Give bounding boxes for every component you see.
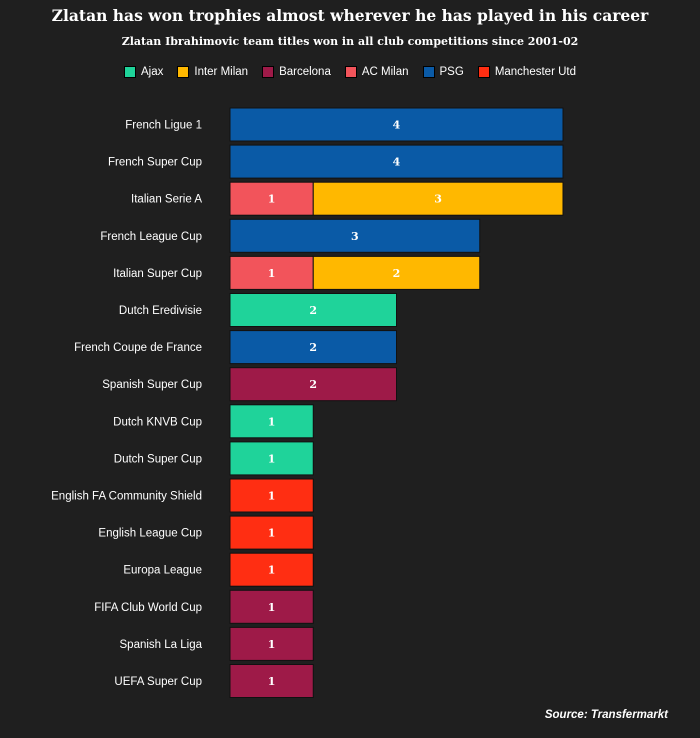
legend-swatch [177,66,190,78]
bar-segment [229,367,397,402]
bar-segment [229,330,397,365]
category-label: Dutch Super Cup [114,453,202,465]
bar-value-label: 2 [309,378,317,391]
legend-item: Manchester Utd [477,66,576,78]
category-label: French Super Cup [108,157,202,169]
bar-segment [312,255,481,290]
category-label: English FA Community Shield [51,491,202,503]
category-label: Dutch Eredivisie [119,305,202,317]
bar-value-label: 2 [309,304,317,317]
category-label: Spanish La Liga [120,639,203,651]
bar-segment [229,107,564,142]
legend-item: Ajax [124,66,163,78]
bar-segment [229,441,314,476]
bar-value-label: 1 [268,564,276,577]
bar-segment [229,626,314,661]
legend-label: AC Milan [361,66,409,78]
bar-value-label: 1 [268,267,276,280]
legend-swatch [477,66,490,78]
bar-value-label: 3 [351,230,359,243]
bar-value-label: 1 [268,490,276,503]
bar-value-label: 1 [268,638,276,651]
bar-segment [229,255,314,290]
source-note: Source: Transfermarkt [544,709,668,721]
bar-segment [229,589,314,624]
legend: Ajax Inter Milan Barcelona AC Milan PSG Manch… [0,66,700,78]
bar-segment [312,181,564,216]
chart-title: Zlatan has won trophies almost wherever … [51,6,649,25]
bar-value-label: 4 [393,119,401,132]
legend-label: PSG [439,66,464,78]
bar-segment [229,478,314,513]
bar-value-label: 2 [309,341,317,354]
bar-value-label: 1 [268,601,276,614]
legend-item: PSG [422,66,464,78]
legend-item: Barcelona [262,66,331,78]
legend-swatch [124,66,136,78]
bar-value-label: 4 [393,156,401,169]
legend-item: Inter Milan [177,66,248,78]
bar-segment [229,515,314,550]
bar-segment [229,552,314,587]
bar-segment [229,181,314,216]
bar-value-label: 1 [268,193,276,206]
category-label: Italian Super Cup [113,268,202,280]
bar-value-label: 1 [268,415,276,428]
legend-label: Inter Milan [194,66,249,78]
category-label: Italian Serie A [131,194,202,206]
category-label: UEFA Super Cup [114,676,202,688]
bar-value-label: 2 [393,267,401,280]
legend-label: Barcelona [279,66,331,78]
bar-segment [229,218,481,253]
category-label: Dutch KNVB Cup [113,416,202,428]
bar-segment [229,664,314,698]
bar-segment [229,404,314,439]
bar-value-label: 1 [268,452,276,465]
legend-swatch [422,66,435,78]
bar-value-label: 1 [268,527,276,540]
bar-segment [229,144,564,179]
category-label: French Coupe de France [74,342,202,354]
category-label: Spanish Super Cup [102,379,202,391]
legend-label: Ajax [141,66,164,78]
bar-segment [229,293,397,327]
legend-swatch [344,66,357,78]
legend-swatch [262,66,275,78]
bar-value-label: 1 [268,675,276,688]
category-label: French Ligue 1 [125,120,202,132]
chart-subtitle: Zlatan Ibrahimovic team titles won in al… [121,35,579,48]
category-label: French League Cup [100,231,202,243]
category-label: Europa League [123,565,202,577]
category-label: FIFA Club World Cup [94,602,202,614]
category-label: English League Cup [98,528,202,540]
legend-item: AC Milan [344,66,409,78]
bar-value-label: 3 [434,193,442,206]
legend-label: Manchester Utd [494,66,576,78]
